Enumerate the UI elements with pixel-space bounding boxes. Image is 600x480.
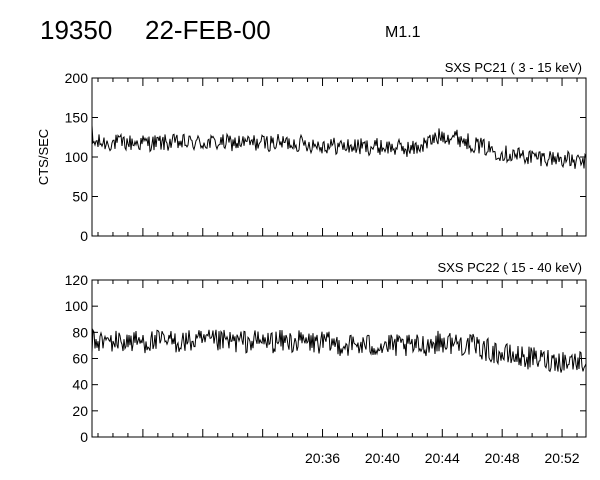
chart-panel-pc21: SXS PC21 ( 3 - 15 keV) CTS/SEC 0 50 100 150… bbox=[36, 60, 587, 244]
y-tick-label: 60 bbox=[72, 351, 88, 367]
y-tick-label: 120 bbox=[65, 272, 89, 288]
x-tick-label: 20:44 bbox=[425, 450, 460, 466]
y-tick-label: 100 bbox=[65, 298, 89, 314]
x-tick-label: 20:36 bbox=[305, 450, 340, 466]
series-line bbox=[91, 125, 587, 169]
y-ticks: 0 20 40 60 80 100 120 bbox=[65, 272, 586, 445]
series-line bbox=[91, 328, 587, 373]
y-tick-label: 80 bbox=[72, 324, 88, 340]
y-tick-label: 100 bbox=[65, 149, 89, 165]
y-ticks: 0 50 100 150 200 bbox=[65, 70, 586, 244]
x-tick-label: 20:52 bbox=[545, 450, 580, 466]
y-tick-label: 40 bbox=[72, 377, 88, 393]
y-axis-label: CTS/SEC bbox=[36, 129, 51, 185]
y-tick-label: 150 bbox=[65, 110, 89, 126]
x-tick-label: 20:40 bbox=[365, 450, 400, 466]
x-ticks bbox=[97, 78, 578, 236]
x-tick-label: 20:48 bbox=[485, 450, 520, 466]
chart-panel-pc22: SXS PC22 ( 15 - 40 keV) 020406080100120 … bbox=[65, 260, 587, 466]
observation-date: 22-FEB-00 bbox=[145, 15, 271, 45]
y-tick-label: 50 bbox=[72, 189, 88, 205]
y-tick-label: 0 bbox=[80, 228, 88, 244]
observation-id: 19350 bbox=[40, 15, 113, 45]
y-tick-label: 200 bbox=[65, 70, 89, 86]
panel-title: SXS PC22 ( 15 - 40 keV) bbox=[437, 260, 582, 275]
y-tick-label: 0 bbox=[80, 429, 88, 445]
x-ticks: 20:36 20:40 20:44 20:48 20:52 bbox=[97, 280, 580, 466]
y-tick-label: 20 bbox=[72, 403, 88, 419]
panel-title: SXS PC21 ( 3 - 15 keV) bbox=[445, 60, 582, 75]
flare-class: M1.1 bbox=[385, 24, 421, 41]
